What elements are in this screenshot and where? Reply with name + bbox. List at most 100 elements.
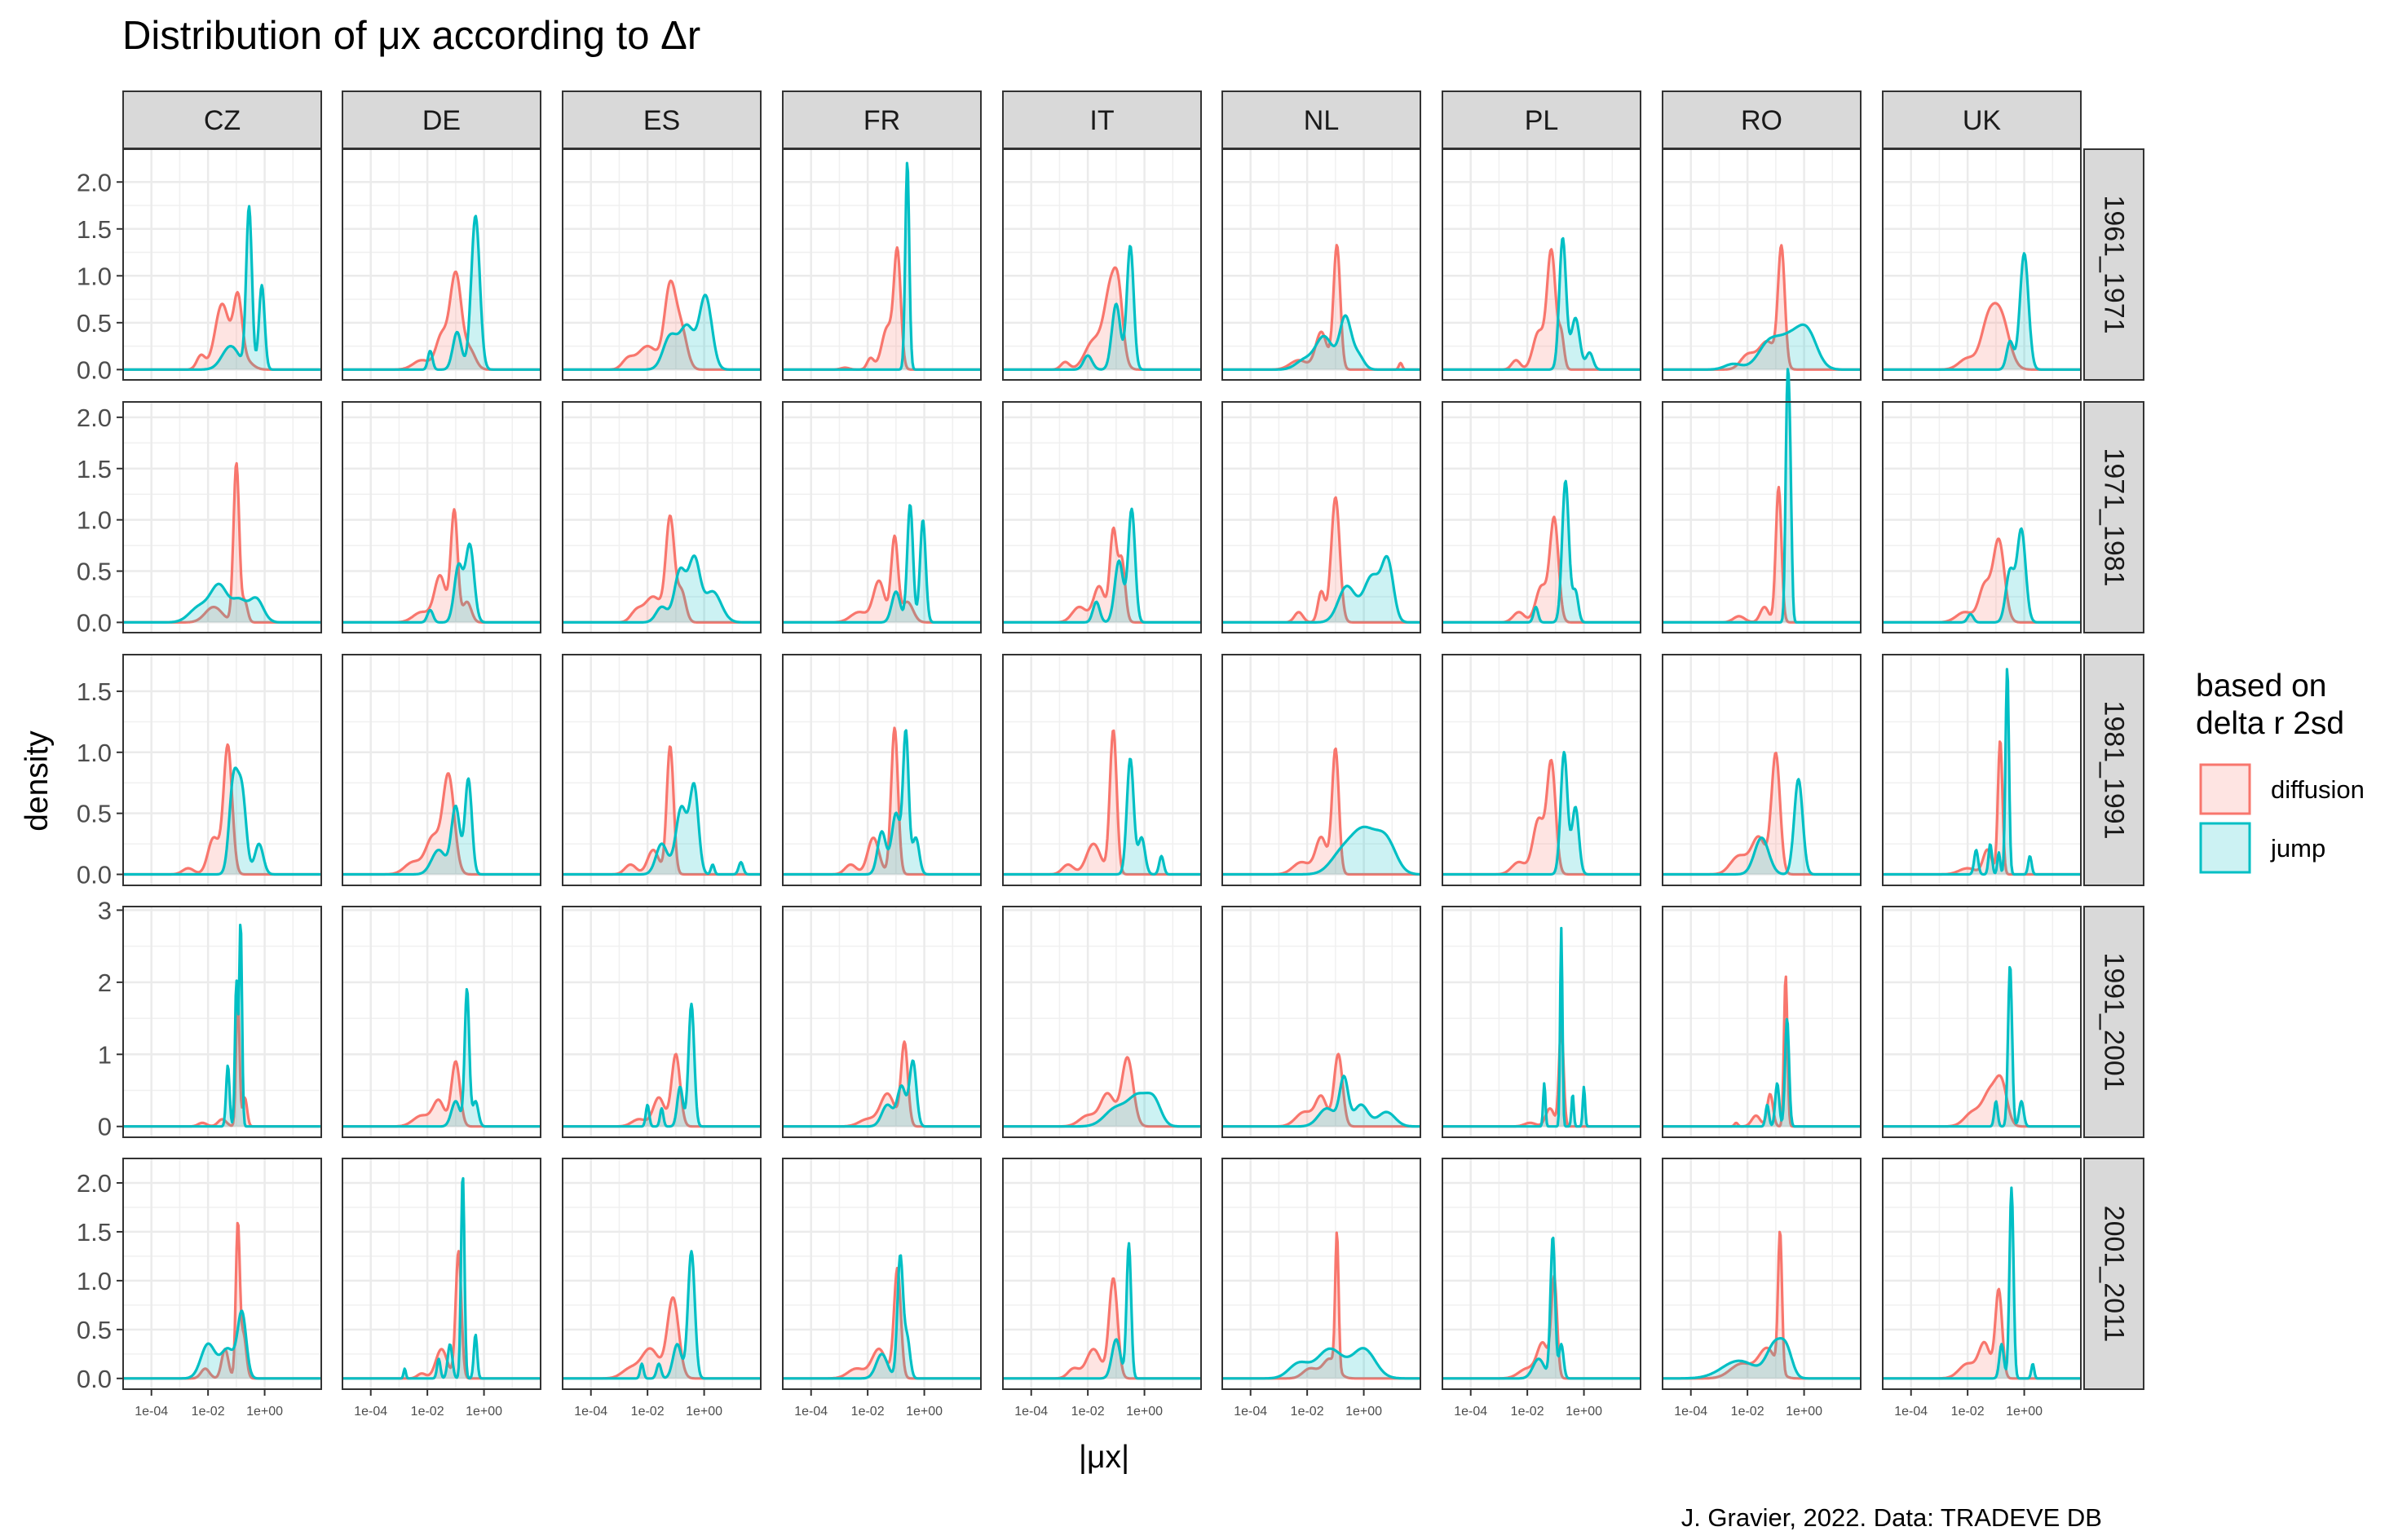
y-tick-label: 0.0 [77, 1365, 112, 1393]
density-area-jump [783, 730, 981, 875]
panel-border [1882, 1158, 2082, 1390]
panel-border [562, 906, 762, 1138]
density-line-jump [782, 729, 982, 876]
density-line-jump [1002, 757, 1202, 876]
strip-period-2001_2011 [2083, 1158, 2144, 1390]
panel-NL-1981_1991 [1221, 654, 1421, 886]
caption: J. Gravier, 2022. Data: TRADEVE DB [1681, 1503, 2102, 1532]
panel-FR-2001_2011 [782, 1158, 982, 1390]
strip-period-label: 1981_1991 [2099, 700, 2130, 839]
density-area-diffusion [1883, 1075, 2081, 1127]
panel-border [1221, 1158, 1421, 1390]
y-tick-label: 0.0 [77, 355, 112, 384]
panel-NL-1971_1981 [1221, 401, 1421, 633]
panel-border [122, 1158, 322, 1390]
panel-background [1663, 907, 1861, 1137]
panel-IT-1961_1971 [1002, 148, 1202, 381]
density-line-jump [782, 1059, 982, 1128]
strip-country-FR [782, 90, 982, 149]
strip-country-DE [342, 90, 541, 149]
x-tick-label: 1e+00 [466, 1405, 502, 1419]
strip-country-label: ES [643, 105, 680, 136]
panel-border [1002, 654, 1202, 886]
y-tick-label: 1.5 [77, 677, 112, 706]
legend-swatch-jump [2199, 822, 2251, 874]
panel-NL-1991_2001 [1221, 906, 1421, 1138]
panel-border [1882, 654, 2082, 886]
density-line-jump [1882, 527, 2082, 624]
x-tick-label: 1e+00 [1566, 1405, 1602, 1419]
panel-background [1003, 402, 1201, 633]
strip-period-label: 2001_2011 [2099, 1206, 2130, 1343]
strip-country-label: IT [1089, 105, 1114, 136]
density-area-diffusion [563, 515, 761, 623]
strip-country-label: DE [422, 105, 461, 136]
x-tick-label: 1e+00 [2006, 1405, 2043, 1419]
panel-background [1883, 907, 2081, 1137]
panel-border [1662, 148, 1862, 381]
panel-border [1442, 148, 1641, 381]
density-line-jump [1662, 368, 1862, 624]
panel-UK-1981_1991 [1882, 654, 2082, 886]
y-tick-label: 2.0 [77, 404, 112, 432]
legend-swatch-diffusion [2199, 763, 2251, 815]
panel-background [342, 655, 541, 885]
y-tick-label: 1.5 [77, 1218, 112, 1247]
panel-background [1442, 149, 1641, 380]
density-area-diffusion [1883, 1289, 2081, 1379]
panel-border [122, 906, 322, 1138]
panel-background [1883, 149, 2081, 380]
panel-background [783, 402, 981, 633]
panel-background [1663, 402, 1861, 633]
density-line-jump [1662, 1337, 1862, 1380]
panel-background [1222, 907, 1420, 1137]
panel-border [1002, 906, 1202, 1138]
x-tick-label: 1e-04 [574, 1405, 607, 1419]
density-area-diffusion [783, 536, 981, 623]
panel-border [782, 148, 982, 381]
panel-background [1663, 149, 1861, 380]
panel-border [342, 654, 541, 886]
panel-UK-2001_2011 [1882, 1158, 2082, 1390]
panel-PL-1971_1981 [1442, 401, 1641, 633]
panel-CZ-1981_1991 [122, 654, 322, 886]
density-line-jump [1221, 314, 1421, 371]
panel-background [1222, 1158, 1420, 1389]
panel-background [342, 907, 541, 1137]
x-tick-label: 1e+00 [246, 1405, 283, 1419]
panel-FR-1961_1971 [782, 148, 982, 381]
chart-title: Distribution of μx according to Δr [122, 14, 700, 58]
panel-NL-1961_1971 [1221, 148, 1421, 381]
density-line-jump [1221, 1347, 1421, 1380]
density-area-jump [563, 294, 761, 370]
density-area-diffusion [123, 292, 321, 370]
density-line-jump [1662, 1017, 1862, 1128]
panel-CZ-1961_1971 [122, 148, 322, 381]
density-area-diffusion [1442, 249, 1641, 370]
density-line-jump [1002, 1092, 1202, 1128]
x-tick-label: 1e-04 [135, 1405, 168, 1419]
density-line-jump [782, 1254, 982, 1380]
y-tick-label: 1.0 [77, 739, 112, 767]
y-tick-label: 2.0 [77, 1169, 112, 1198]
density-line-jump [1882, 668, 2082, 876]
density-line-jump [1002, 1242, 1202, 1380]
density-line-jump [342, 542, 541, 624]
density-area-jump [1222, 827, 1420, 875]
panel-FR-1981_1991 [782, 654, 982, 886]
y-tick-label: 3 [98, 896, 112, 924]
panel-CZ-1971_1981 [122, 401, 322, 633]
density-line-jump [562, 1250, 762, 1380]
y-tick-label: 2.0 [77, 168, 112, 196]
panel-border [1002, 401, 1202, 633]
density-area-diffusion [1003, 1057, 1201, 1127]
density-area-diffusion [1222, 245, 1420, 370]
density-line-jump [1002, 245, 1202, 371]
density-area-diffusion [1003, 527, 1201, 623]
panel-background [1442, 402, 1641, 633]
density-line-jump [1221, 554, 1421, 624]
panel-background [1442, 655, 1641, 885]
x-tick-label: 1e+00 [1345, 1405, 1382, 1419]
panel-background [123, 402, 321, 633]
density-line-jump [122, 582, 322, 624]
